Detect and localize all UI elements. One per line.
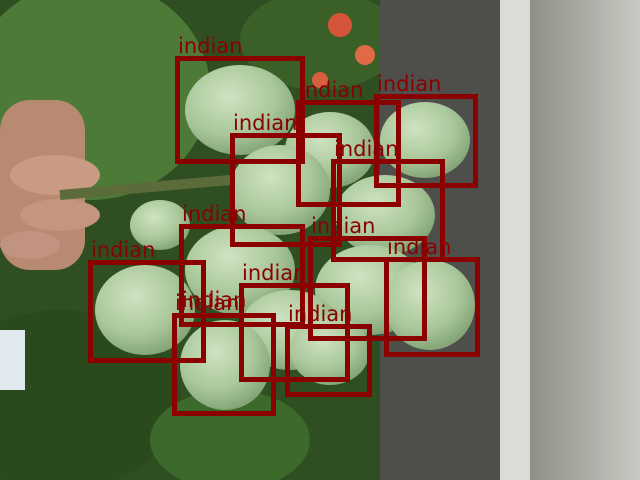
wall bbox=[530, 0, 640, 480]
finger bbox=[10, 155, 100, 195]
finger bbox=[20, 199, 100, 231]
flower bbox=[328, 13, 352, 37]
detection-label: indian bbox=[182, 288, 247, 312]
detection-label: indian bbox=[299, 78, 364, 102]
mango bbox=[130, 200, 190, 250]
mango bbox=[335, 175, 435, 255]
detection-box: indian bbox=[374, 73, 478, 188]
detection-box: indian bbox=[182, 289, 274, 333]
detection-label: indian bbox=[242, 261, 307, 285]
detection-label: indian bbox=[387, 235, 452, 259]
detection-label: indian bbox=[175, 291, 240, 315]
detection-box: indian bbox=[285, 303, 372, 397]
detection-box: indian bbox=[175, 35, 305, 164]
flower bbox=[355, 45, 375, 65]
detection-box: indian bbox=[172, 292, 276, 416]
detection-label: indian bbox=[311, 214, 376, 238]
mango bbox=[95, 265, 195, 355]
detection-label: indian bbox=[91, 238, 156, 262]
detection-box: indian bbox=[296, 79, 401, 207]
detection-label: indian bbox=[233, 111, 298, 135]
detection-box: indian bbox=[384, 236, 480, 357]
detection-label: indian bbox=[182, 202, 247, 226]
mango bbox=[185, 65, 295, 155]
detection-box: indian bbox=[88, 239, 206, 363]
flower bbox=[312, 72, 328, 88]
detection-label: indian bbox=[334, 137, 399, 161]
mango bbox=[185, 225, 295, 315]
detection-label: indian bbox=[377, 72, 442, 96]
detection-label: indian bbox=[178, 34, 243, 58]
mango bbox=[385, 260, 475, 350]
foliage-patch bbox=[240, 0, 400, 90]
sky bbox=[0, 330, 25, 390]
mango bbox=[230, 145, 330, 235]
detection-box: indian bbox=[230, 112, 342, 247]
finger bbox=[0, 231, 60, 259]
detection-box: indian bbox=[239, 262, 350, 382]
detection-label: indian bbox=[288, 302, 353, 326]
